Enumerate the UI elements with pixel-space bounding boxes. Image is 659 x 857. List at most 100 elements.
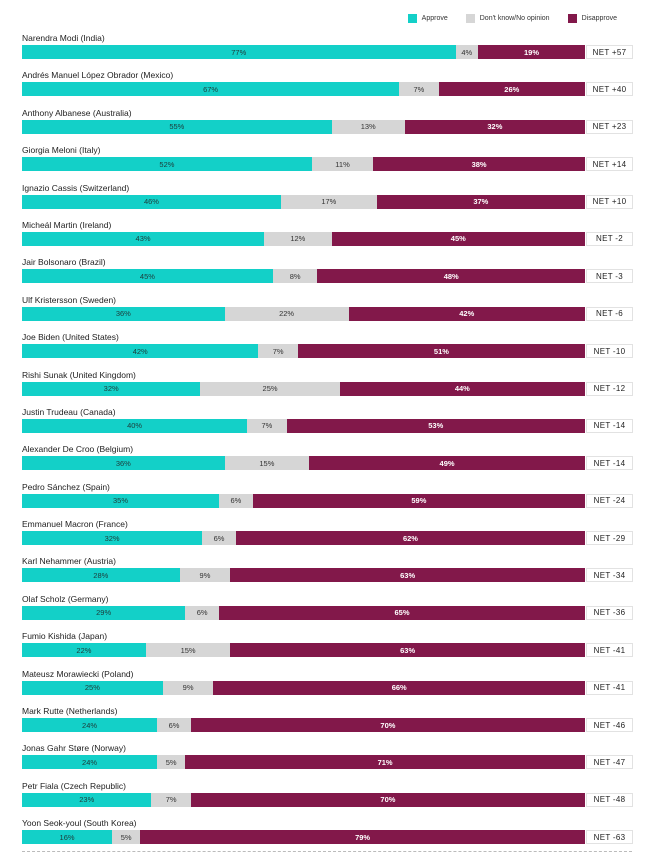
dk-segment: 6% xyxy=(202,531,236,546)
data-label: 26% xyxy=(504,84,520,94)
stacked-bar: 45% 8% 48% xyxy=(22,269,585,284)
disapprove-segment: 66% xyxy=(213,680,585,695)
stacked-bar: 16% 5% 79% xyxy=(22,830,585,845)
legend-label-dk: Don't know/No opinion xyxy=(479,15,550,22)
data-label: 24% xyxy=(82,757,98,767)
stacked-bar: 28% 9% 63% xyxy=(22,568,585,583)
disapprove-segment: 70% xyxy=(190,792,585,807)
data-label: 9% xyxy=(182,683,194,693)
data-label: 13% xyxy=(360,122,376,132)
chart-row: Olaf Scholz (Germany) 29% 6% 65% NET -36 xyxy=(22,591,652,628)
chart-row: Karl Nehammer (Austria) 28% 9% 63% NET -34 xyxy=(22,553,652,590)
net-score: NET -63 xyxy=(586,830,633,845)
row-label: Olaf Scholz (Germany) xyxy=(22,593,109,604)
data-label: 77% xyxy=(231,47,247,57)
data-label: 7% xyxy=(165,795,177,805)
approve-segment: 55% xyxy=(22,119,332,134)
approve-segment: 52% xyxy=(22,157,312,172)
approve-segment: 35% xyxy=(22,493,220,508)
approve-segment: 67% xyxy=(22,82,400,97)
chart-row: Jonas Gahr Støre (Norway) 24% 5% 71% NET -47 xyxy=(22,740,652,777)
chart-legend: Approve Don't know/No opinion Disapprove xyxy=(407,14,617,23)
approve-segment: 42% xyxy=(22,344,259,359)
approve-segment: 22% xyxy=(22,643,146,658)
approve-segment: 32% xyxy=(22,531,203,546)
net-score: NET +14 xyxy=(586,157,633,172)
data-label: 45% xyxy=(139,271,155,281)
data-label: 7% xyxy=(413,84,425,94)
approve-segment: 36% xyxy=(22,456,225,471)
dk-segment: 7% xyxy=(399,82,439,97)
dk-segment: 15% xyxy=(224,456,310,471)
net-score: NET +23 xyxy=(586,119,633,134)
data-label: 12% xyxy=(290,234,306,244)
data-label: 29% xyxy=(96,608,112,618)
chart-row: Emmanuel Macron (France) 32% 6% 62% NET -29 xyxy=(22,516,652,553)
disapprove-segment: 37% xyxy=(376,194,585,209)
chart-row: Narendra Modi (India) 77% 4% 19% NET +57 xyxy=(22,30,652,67)
net-score: NET -34 xyxy=(586,568,633,583)
data-label: 15% xyxy=(259,458,275,468)
legend-swatch-disapprove xyxy=(567,14,577,23)
data-label: 5% xyxy=(165,757,177,767)
dk-segment: 17% xyxy=(280,194,377,209)
net-score: NET -6 xyxy=(586,306,633,321)
stacked-bar: 42% 7% 51% xyxy=(22,344,585,359)
stacked-bar: 32% 6% 62% xyxy=(22,531,585,546)
chart-row: Rishi Sunak (United Kingdom) 32% 25% 44% NET… xyxy=(22,367,652,404)
row-label: Rishi Sunak (United Kingdom) xyxy=(22,369,136,380)
dk-segment: 22% xyxy=(224,306,349,321)
row-label: Mateusz Morawiecki (Poland) xyxy=(22,668,134,679)
data-label: 6% xyxy=(230,496,242,506)
approve-segment: 46% xyxy=(22,194,281,209)
dk-segment: 4% xyxy=(455,45,479,59)
data-label: 7% xyxy=(261,421,273,431)
dk-segment: 9% xyxy=(179,568,231,583)
stacked-bar: 22% 15% 63% xyxy=(22,643,585,658)
chart-row: Fumio Kishida (Japan) 22% 15% 63% NET -41 xyxy=(22,628,652,665)
net-score: NET -3 xyxy=(586,269,633,284)
disapprove-segment: 63% xyxy=(230,643,585,658)
disapprove-segment: 63% xyxy=(230,568,585,583)
approve-segment: 28% xyxy=(22,568,180,583)
net-score: NET -41 xyxy=(586,680,633,695)
net-score: NET -24 xyxy=(586,493,633,508)
data-label: 44% xyxy=(454,384,470,394)
data-label: 11% xyxy=(335,159,350,169)
stacked-bar: 32% 25% 44% xyxy=(22,381,585,396)
disapprove-segment: 48% xyxy=(317,269,585,284)
data-label: 6% xyxy=(196,608,208,618)
stacked-bar: 67% 7% 26% xyxy=(22,82,585,97)
chart-row: Yoon Seok-youl (South Korea) 16% 5% 79% NET … xyxy=(22,815,652,852)
dk-segment: 12% xyxy=(264,231,332,246)
data-label: 6% xyxy=(213,533,225,543)
data-label: 63% xyxy=(400,570,416,580)
stacked-bar: 25% 9% 66% xyxy=(22,680,585,695)
row-label: Jair Bolsonaro (Brazil) xyxy=(22,257,106,268)
disapprove-segment: 49% xyxy=(309,456,585,471)
row-label: Micheál Martin (Ireland) xyxy=(22,219,112,230)
chart-row: Ulf Kristersson (Sweden) 36% 22% 42% NET -6 xyxy=(22,292,652,329)
data-label: 37% xyxy=(473,197,489,207)
approve-segment: 25% xyxy=(22,680,163,695)
dk-segment: 6% xyxy=(219,493,253,508)
row-label: Mark Rutte (Netherlands) xyxy=(22,706,118,717)
approve-segment: 43% xyxy=(22,231,265,246)
row-label: Emmanuel Macron (France) xyxy=(22,519,128,530)
data-label: 16% xyxy=(59,832,75,842)
disapprove-segment: 44% xyxy=(339,381,585,396)
dk-segment: 7% xyxy=(258,344,298,359)
net-score: NET -36 xyxy=(586,605,633,620)
stacked-bar: 36% 15% 49% xyxy=(22,456,585,471)
disapprove-segment: 62% xyxy=(235,531,585,546)
data-label: 46% xyxy=(143,197,159,207)
data-label: 36% xyxy=(115,458,131,468)
legend-item-dk: Don't know/No opinion xyxy=(465,14,550,23)
data-label: 63% xyxy=(400,645,416,655)
data-label: 66% xyxy=(391,683,407,693)
net-score: NET -29 xyxy=(586,531,633,546)
dk-segment: 7% xyxy=(247,418,287,433)
row-label: Narendra Modi (India) xyxy=(22,33,105,43)
row-label: Petr Fiala (Czech Republic) xyxy=(22,780,126,791)
chart-row: Mark Rutte (Netherlands) 24% 6% 70% NET -46 xyxy=(22,703,652,740)
